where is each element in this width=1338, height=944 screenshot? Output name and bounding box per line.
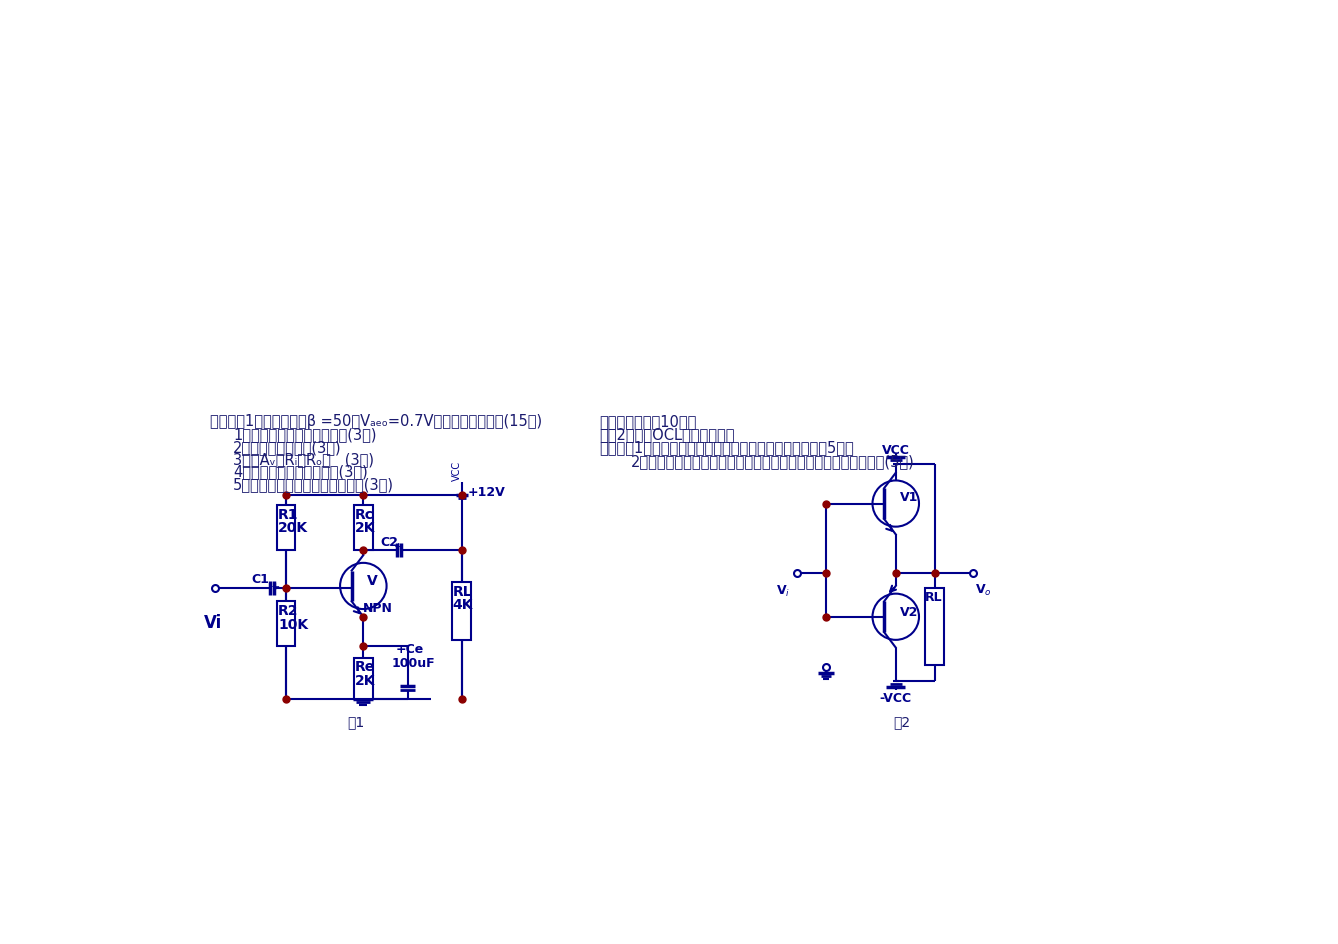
Text: 图1: 图1 — [347, 715, 364, 729]
Text: RL: RL — [452, 584, 472, 598]
Text: 3）求Aᵥ、Rᵢ及Rₒ。   (3分): 3）求Aᵥ、Rᵢ及Rₒ。 (3分) — [233, 452, 375, 466]
Text: NPN: NPN — [363, 601, 392, 614]
Text: 4）判断电路的反馈类型。(3分): 4）判断电路的反馈类型。(3分) — [233, 464, 368, 479]
Text: 五、如图1电路，三极管β =50，Vₐₑₒ=0.7V，其他参数见图。(15分): 五、如图1电路，三极管β =50，Vₐₑₒ=0.7V，其他参数见图。(15分) — [210, 413, 542, 429]
Text: 2K: 2K — [355, 673, 375, 687]
Text: VCC: VCC — [452, 461, 462, 480]
Text: +Ce: +Ce — [396, 643, 424, 655]
Text: RL: RL — [925, 590, 943, 603]
Text: 六、分析应用（10分）: 六、分析应用（10分） — [599, 413, 697, 429]
Text: 10K: 10K — [278, 617, 308, 632]
Text: +: + — [272, 581, 281, 591]
Text: 2K: 2K — [355, 521, 375, 535]
Text: 20K: 20K — [278, 521, 308, 535]
Text: 4K: 4K — [452, 598, 472, 612]
Text: 100uF: 100uF — [392, 656, 436, 669]
Bar — [277, 601, 296, 647]
Text: C1: C1 — [252, 572, 269, 585]
Bar — [452, 582, 471, 640]
Text: Re: Re — [355, 660, 375, 673]
Bar — [925, 589, 943, 666]
Text: R2: R2 — [278, 603, 298, 617]
Text: V2: V2 — [899, 605, 918, 618]
Text: -VCC: -VCC — [879, 692, 911, 704]
Text: +12V: +12V — [468, 485, 506, 498]
Text: 2）求静态工作点。(3分): 2）求静态工作点。(3分) — [233, 439, 341, 454]
Text: 1）画出电路的交直流通路。(3分): 1）画出电路的交直流通路。(3分) — [233, 427, 376, 442]
Text: 2）说明如何来改进电路才能消除是真，并画出改进后的电路图。(5分): 2）说明如何来改进电路才能消除是真，并画出改进后的电路图。(5分) — [630, 453, 914, 468]
Bar — [277, 506, 296, 550]
Text: +: + — [393, 542, 403, 551]
Text: C2: C2 — [380, 535, 399, 548]
Text: V1: V1 — [899, 490, 918, 503]
Text: Rc: Rc — [355, 507, 373, 521]
Text: 如图2所示为OCL功率放大电路: 如图2所示为OCL功率放大电路 — [599, 427, 735, 442]
Bar — [355, 506, 372, 550]
Text: VCC: VCC — [882, 444, 910, 457]
Bar — [355, 658, 372, 700]
Text: 图2: 图2 — [894, 715, 911, 729]
Text: V: V — [367, 573, 377, 587]
Text: 试分析：1）电路输出波形会出现怎样的失真，为什么？（5分）: 试分析：1）电路输出波形会出现怎样的失真，为什么？（5分） — [599, 439, 855, 454]
Text: 5）说明电路稳定工作点的过程。(3分): 5）说明电路稳定工作点的过程。(3分) — [233, 477, 395, 491]
Text: V$_o$: V$_o$ — [975, 582, 991, 598]
Text: V$_i$: V$_i$ — [776, 583, 789, 598]
Text: R1: R1 — [278, 507, 298, 521]
Text: Vi: Vi — [203, 614, 222, 632]
